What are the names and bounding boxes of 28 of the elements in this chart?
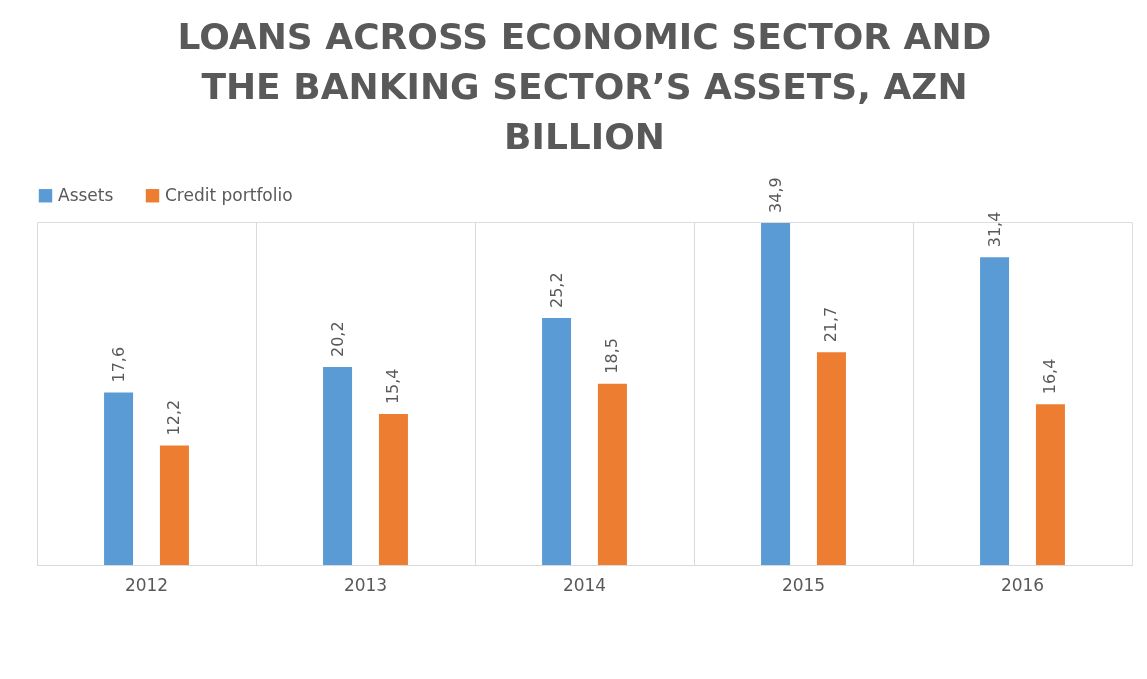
chart-title: LOANS ACROSS ECONOMIC SECTOR AND THE BANKING SECTOR’S ASSETS, AZN BILLION bbox=[177, 16, 992, 158]
data-label: 31,4 bbox=[984, 211, 1004, 248]
data-label: 12,2 bbox=[164, 399, 184, 436]
bar bbox=[816, 352, 846, 565]
data-label: 18,5 bbox=[602, 338, 622, 374]
data-label: 20,2 bbox=[327, 321, 347, 358]
x-tick-label: 2013 bbox=[343, 574, 388, 595]
data-label: 21,7 bbox=[821, 306, 841, 343]
bar bbox=[1035, 404, 1065, 565]
bar bbox=[104, 392, 134, 565]
x-tick-label: 2015 bbox=[781, 574, 826, 595]
bar bbox=[159, 445, 189, 565]
x-tick-label: 2012 bbox=[124, 574, 169, 595]
bar bbox=[980, 257, 1010, 565]
x-tick-label: 2016 bbox=[1000, 574, 1045, 595]
bar bbox=[323, 367, 353, 565]
bar bbox=[761, 222, 791, 565]
data-label: 34,9 bbox=[765, 177, 785, 213]
bar bbox=[597, 383, 627, 565]
legend-label: Assets bbox=[58, 184, 114, 205]
data-label: 15,4 bbox=[383, 368, 403, 405]
bar bbox=[542, 318, 572, 565]
data-label: 16,4 bbox=[1040, 358, 1060, 395]
data-label: 17,6 bbox=[108, 346, 128, 383]
legend-label: Credit portfolio bbox=[165, 184, 293, 205]
x-tick-label: 2014 bbox=[562, 574, 607, 595]
data-label: 25,2 bbox=[546, 272, 566, 309]
bar bbox=[378, 414, 408, 565]
